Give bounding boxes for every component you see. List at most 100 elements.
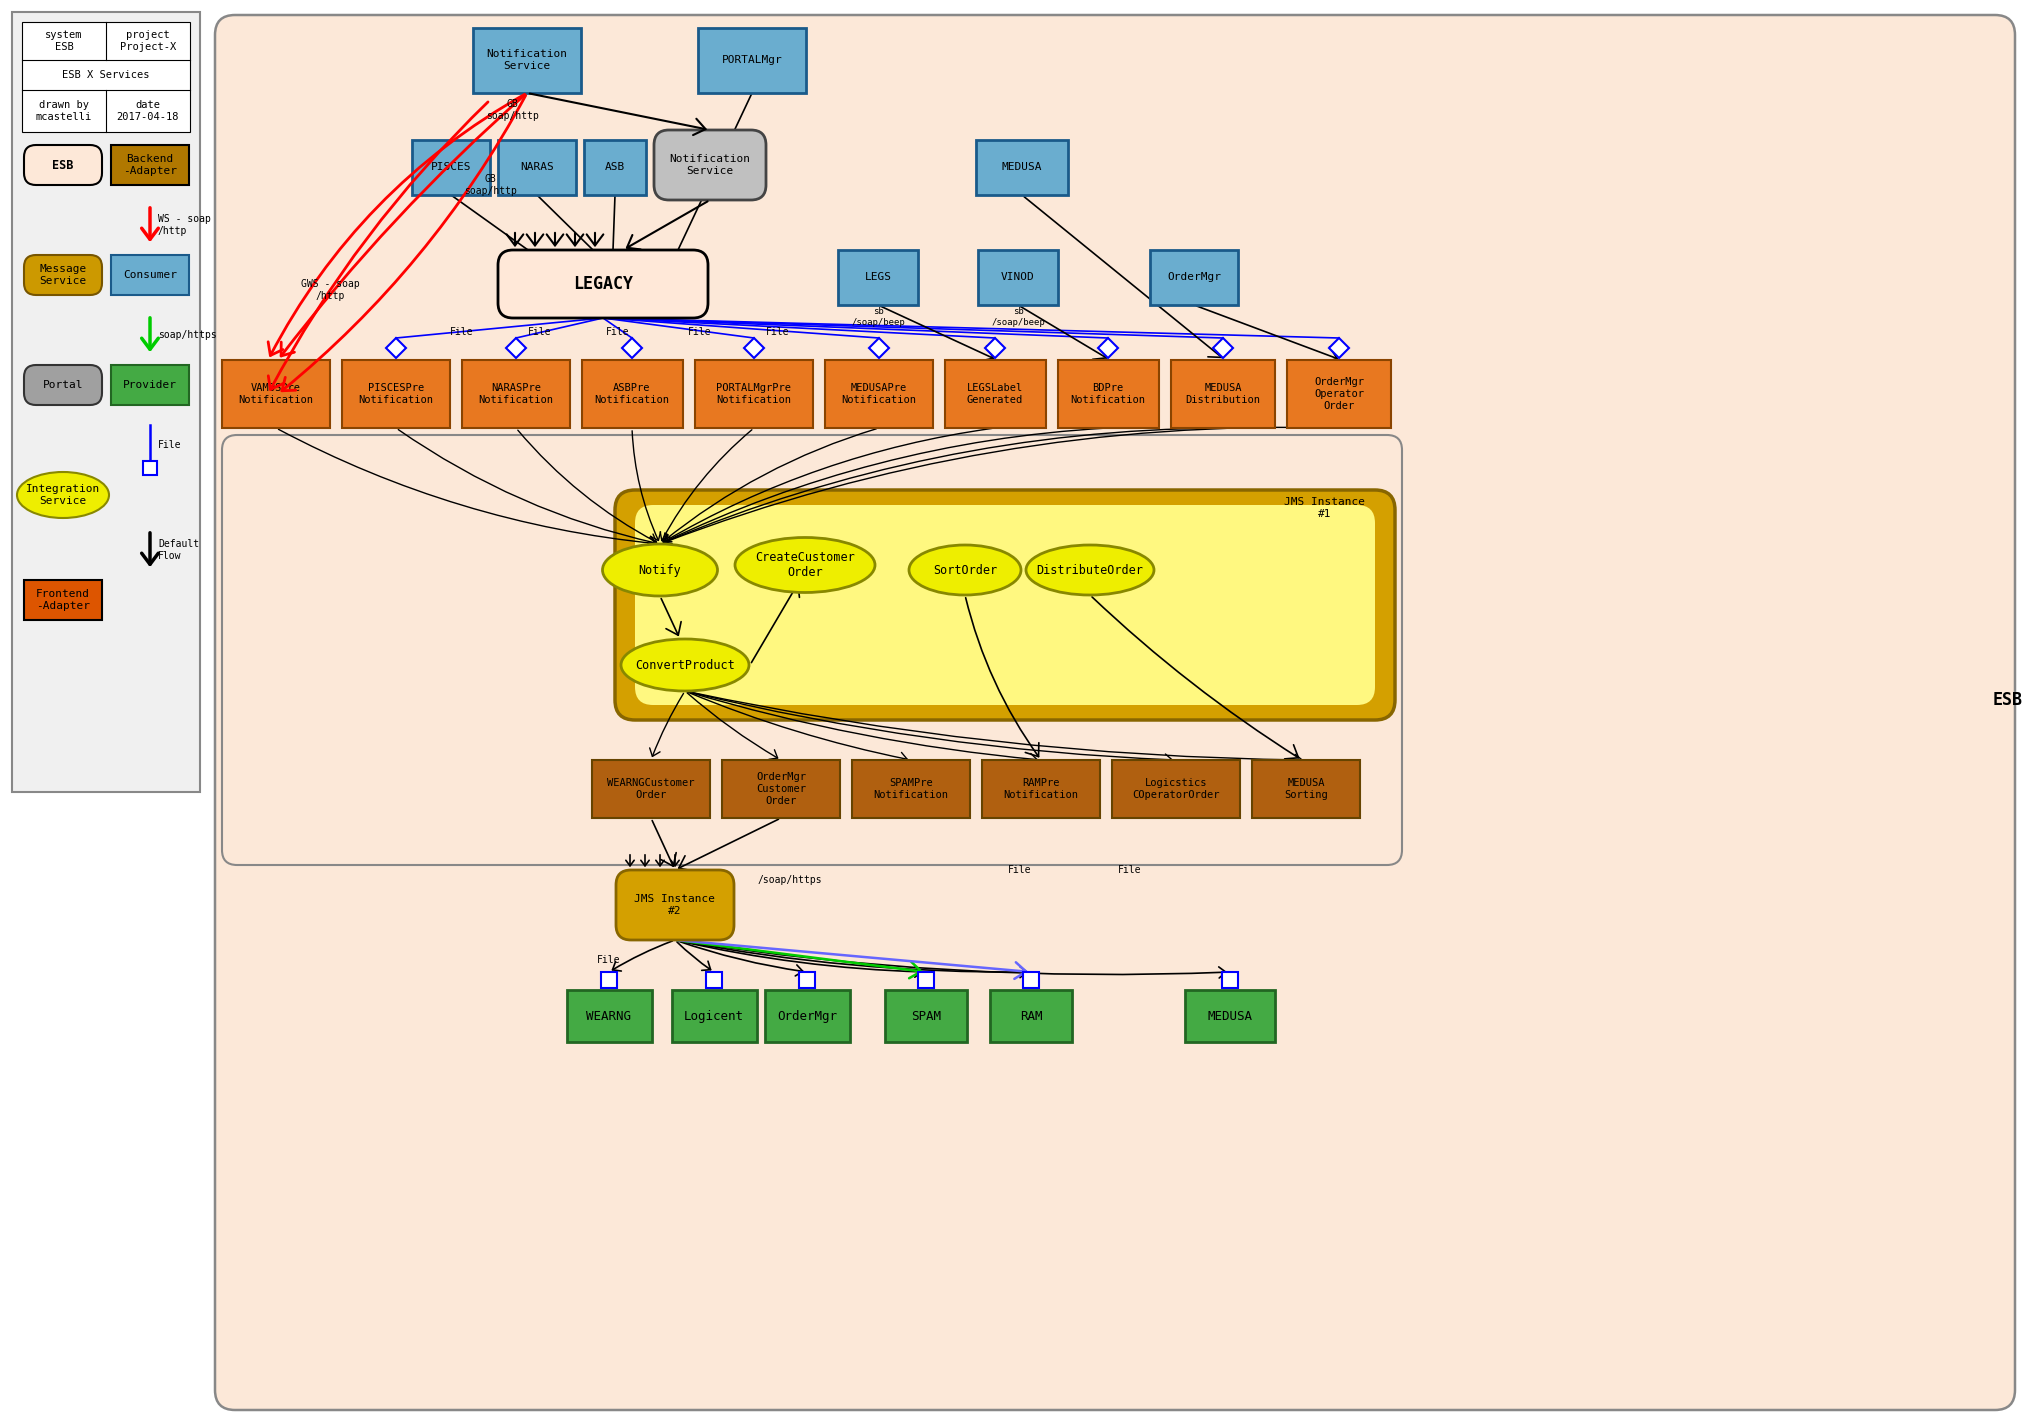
Text: WS - soap
/http: WS - soap /http [158,214,211,235]
Text: soap/https: soap/https [158,331,217,341]
Polygon shape [386,338,406,358]
Bar [601,972,616,988]
Bar [1286,361,1390,427]
Text: ConvertProduct: ConvertProduct [634,658,734,671]
Text: ASB: ASB [606,162,624,172]
FancyBboxPatch shape [634,504,1374,705]
Text: PISCES: PISCES [431,162,471,172]
Bar [705,972,721,988]
Text: OrderMgr
Customer
Order: OrderMgr Customer Order [756,772,805,805]
Text: Provider: Provider [124,380,177,390]
Text: Integration
Service: Integration Service [26,485,100,506]
Text: Logicent: Logicent [683,1009,744,1023]
Bar [990,990,1071,1042]
Text: File: File [449,326,473,336]
FancyBboxPatch shape [24,365,102,405]
Bar [583,140,646,195]
Text: File: File [1008,865,1032,875]
Bar [884,990,967,1042]
FancyBboxPatch shape [24,145,102,185]
Text: PORTALMgrPre
Notification: PORTALMgrPre Notification [715,383,790,405]
Text: File: File [597,955,620,965]
Bar [22,21,189,133]
Text: PORTALMgr: PORTALMgr [721,56,782,66]
Bar [24,580,102,620]
Bar [799,972,815,988]
Bar [1022,972,1038,988]
Text: Portal: Portal [43,380,83,390]
Bar [1170,361,1274,427]
FancyBboxPatch shape [616,871,734,940]
Text: Notify: Notify [638,563,681,577]
Bar [112,365,189,405]
Text: ESB X Services: ESB X Services [63,70,150,80]
Bar [498,140,575,195]
Bar [221,361,329,427]
Text: ESB: ESB [1991,691,2022,710]
Bar [112,255,189,295]
Text: File: File [1118,865,1142,875]
Text: WEARNGCustomer
Order: WEARNGCustomer Order [608,778,695,799]
Polygon shape [622,338,642,358]
Text: PISCESPre
Notification: PISCESPre Notification [358,383,433,405]
FancyBboxPatch shape [215,16,2014,1409]
Text: sb
/soap/beep: sb /soap/beep [992,308,1044,326]
Text: NARASPre
Notification: NARASPre Notification [478,383,553,405]
Bar [918,972,933,988]
Text: /soap/https: /soap/https [758,875,821,885]
Bar [581,361,683,427]
Polygon shape [1213,338,1231,358]
Polygon shape [744,338,764,358]
Bar [567,990,652,1042]
Ellipse shape [1026,544,1154,596]
Bar [112,145,189,185]
Text: MEDUSA
Distribution: MEDUSA Distribution [1185,383,1260,405]
Text: LEGACY: LEGACY [573,275,632,294]
Ellipse shape [736,537,874,593]
Bar [473,28,581,93]
Ellipse shape [16,472,110,519]
Bar [461,361,569,427]
Bar [975,140,1067,195]
Text: ASBPre
Notification: ASBPre Notification [593,383,669,405]
Polygon shape [506,338,526,358]
Text: OrderMgr
Operator
Order: OrderMgr Operator Order [1313,378,1363,410]
Bar [851,760,969,818]
Ellipse shape [620,638,748,691]
Polygon shape [1097,338,1118,358]
Bar [977,249,1057,305]
Text: JMS Instance
#1: JMS Instance #1 [1284,497,1366,519]
Bar [142,462,156,475]
Bar [1112,760,1240,818]
Text: DistributeOrder: DistributeOrder [1036,563,1142,577]
Bar [1221,972,1237,988]
Text: MEDUSAPre
Notification: MEDUSAPre Notification [841,383,916,405]
Bar [695,361,813,427]
FancyBboxPatch shape [221,435,1402,865]
Text: Logicstics
COperatorOrder: Logicstics COperatorOrder [1132,778,1219,799]
Bar [981,760,1099,818]
Text: File: File [158,440,181,450]
FancyBboxPatch shape [616,490,1394,720]
Text: GWS - soap
/http: GWS - soap /http [301,279,360,301]
Text: SortOrder: SortOrder [933,563,996,577]
Bar [945,361,1046,427]
Text: LEGSLabel
Generated: LEGSLabel Generated [967,383,1022,405]
Bar [341,361,449,427]
Text: sb
/soap/beep: sb /soap/beep [851,308,904,326]
Text: Notification
Service: Notification Service [669,154,750,175]
Polygon shape [1329,338,1349,358]
Text: VINOD: VINOD [1000,272,1034,282]
Text: MEDUSA: MEDUSA [1002,162,1042,172]
Bar [591,760,709,818]
Bar [1185,990,1274,1042]
Text: GB
soap/http: GB soap/http [486,100,538,121]
Text: Backend
-Adapter: Backend -Adapter [124,154,177,175]
Text: Frontend
-Adapter: Frontend -Adapter [37,589,89,611]
Text: Default
Flow: Default Flow [158,539,199,561]
Text: Message
Service: Message Service [39,264,87,286]
Text: OrderMgr: OrderMgr [1166,272,1221,282]
Bar [825,361,933,427]
Text: MEDUSA
Sorting: MEDUSA Sorting [1284,778,1327,799]
Text: File: File [766,326,788,336]
